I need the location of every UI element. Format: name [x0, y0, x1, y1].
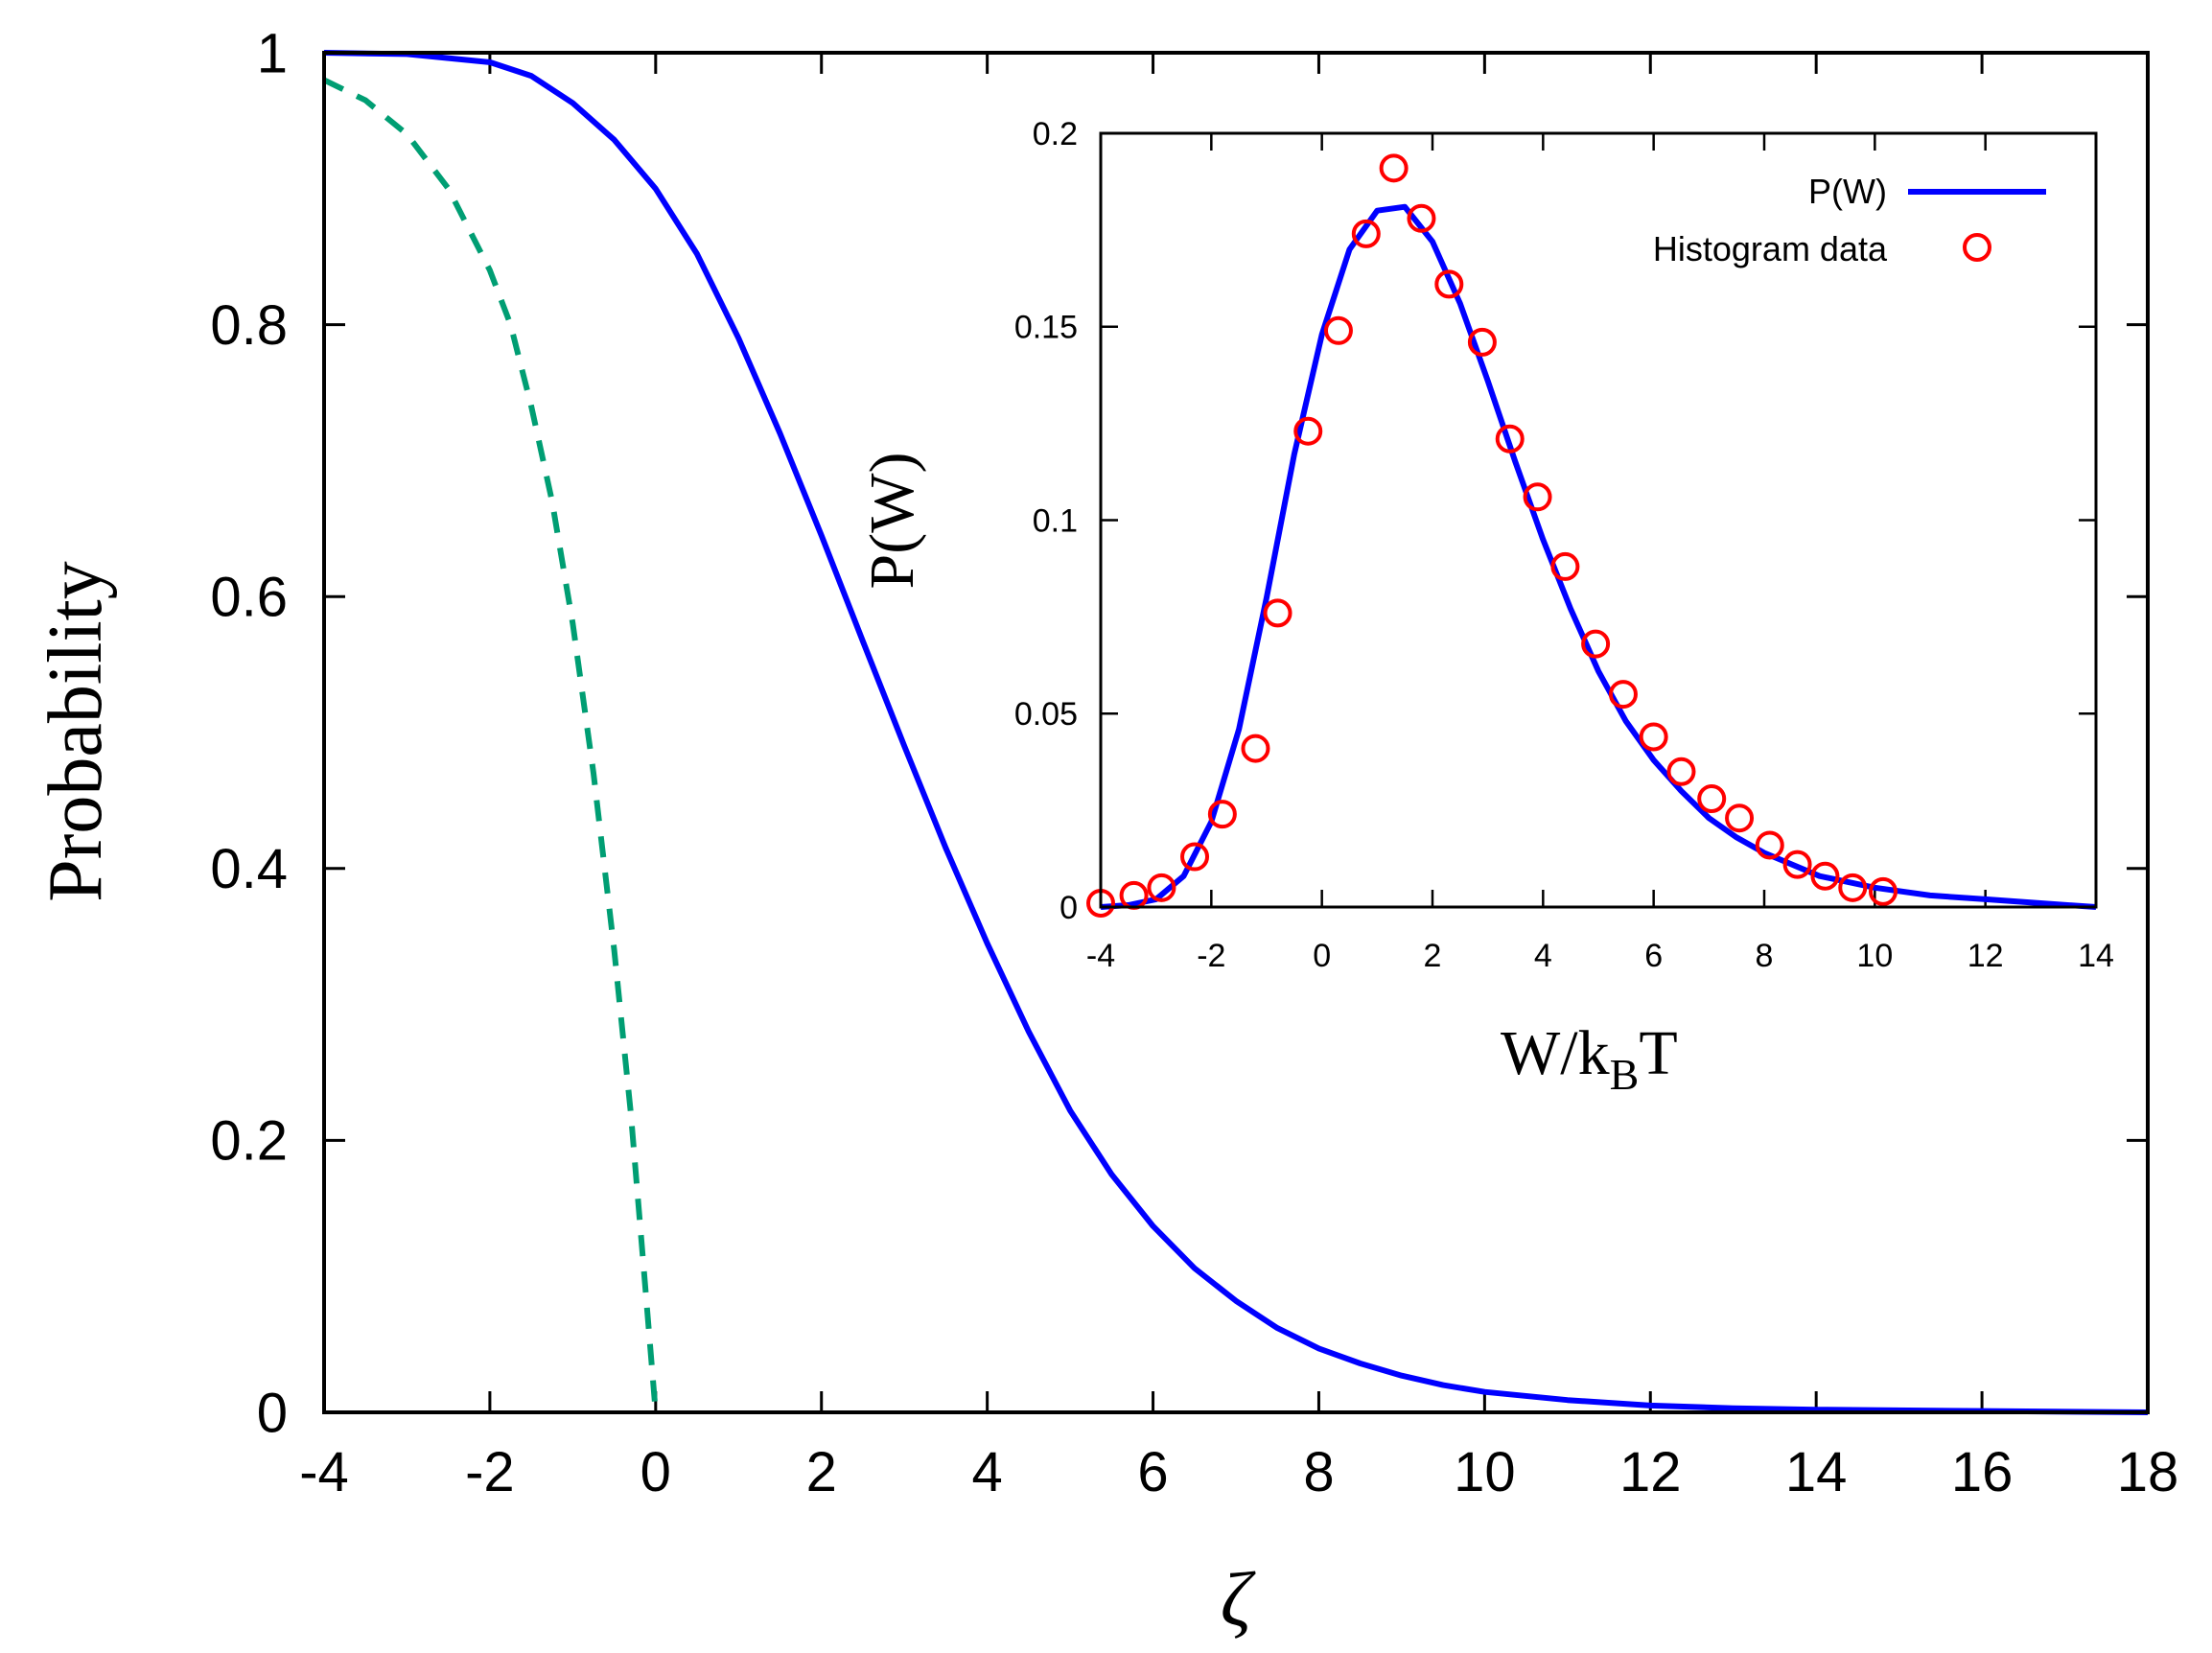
inset-x-tick-label: 12: [1968, 938, 2004, 974]
inset-x-tick-label: 2: [1424, 938, 1442, 974]
main-x-tick-label: 18: [2117, 1441, 2179, 1503]
inset-histogram-point: [1351, 219, 1381, 248]
inset-x-tick-label: -4: [1086, 938, 1115, 974]
inset-histogram-point: [1495, 424, 1525, 454]
inset-histogram-point: [1434, 269, 1464, 299]
inset-histogram-point: [1755, 830, 1784, 860]
inset-y-tick-label: 0: [1059, 890, 1078, 926]
inset-x-tick-labels: -4 -2 0 2 4 6 8 10 12 14: [1086, 938, 2114, 974]
inset-histogram-point: [1147, 873, 1176, 902]
inset-x-tick-label: 4: [1534, 938, 1552, 974]
main-plot-frame: [322, 51, 2150, 1414]
inset-histogram-point: [1782, 850, 1812, 879]
inset-chart: -4 -2 0 2 4 6 8 10 12 14 0 0.05 0.1 0.15 0.2 W/kBT P(…: [857, 116, 2114, 1099]
main-x-tick-label: -4: [299, 1441, 349, 1503]
main-x-tick-label: 14: [1785, 1441, 1848, 1503]
inset-series-solid-curve: [1100, 203, 2097, 910]
inset-x-axis-label: W/kBT: [1501, 1018, 1678, 1099]
inset-histogram-point: [1550, 551, 1580, 581]
inset-x-label-main: W/k: [1501, 1018, 1610, 1088]
inset-x-tick-label: 6: [1644, 938, 1663, 974]
legend-swatch-histogram: [1963, 233, 1991, 262]
inset-histogram-point: [1523, 482, 1552, 512]
inset-histogram-point: [1263, 598, 1292, 628]
main-x-tick-label: 4: [972, 1441, 1003, 1503]
inset-background: [1101, 133, 2096, 907]
inset-histogram-point: [1241, 733, 1270, 763]
main-series-dashed-curve: [322, 77, 659, 1413]
inset-histogram-point: [1608, 680, 1638, 710]
inset-y-tick-label: 0.2: [1033, 116, 1078, 152]
inset-legend: P(W) Histogram data: [1653, 172, 2046, 268]
legend-label-pw: P(W): [1808, 172, 1887, 211]
inset-plot-frame: [1099, 131, 2098, 909]
inset-histogram-point: [1725, 803, 1755, 833]
inset-histogram-point: [1180, 842, 1210, 872]
main-x-tick-label: 8: [1303, 1441, 1334, 1503]
main-y-tick-label: 0.2: [210, 1110, 288, 1173]
main-x-tick-label: 10: [1454, 1441, 1516, 1503]
inset-histogram-point: [1407, 203, 1436, 233]
inset-x-label-tail: T: [1639, 1018, 1677, 1088]
main-series-solid-curve: [323, 50, 2149, 1415]
inset-x-tick-label: 10: [1856, 938, 1893, 974]
inset-histogram-point: [1581, 629, 1611, 659]
main-x-tick-label: 2: [806, 1441, 837, 1503]
main-y-tick-label: 0: [257, 1382, 288, 1444]
inset-histogram-point: [1379, 153, 1409, 183]
main-chart: -4 -2 0 2 4 6 8 10 12 14 16 18 0 0.2 0.4 0.6 0.8 1 ζ Pro…: [34, 22, 2178, 1642]
legend-label-histogram: Histogram data: [1653, 229, 1888, 268]
main-x-tick-label: 6: [1137, 1441, 1168, 1503]
inset-histogram-point: [1666, 757, 1696, 786]
main-y-tick-label: 1: [257, 22, 288, 84]
inset-x-tick-label: 14: [2078, 938, 2114, 974]
inset-y-tick-label: 0.15: [1014, 310, 1078, 346]
main-x-tick-label: 12: [1619, 1441, 1682, 1503]
main-y-axis-label: Probability: [34, 561, 118, 902]
main-y-tick-labels: 0 0.2 0.4 0.6 0.8 1: [210, 22, 288, 1444]
inset-histogram-point: [1293, 416, 1323, 446]
inset-y-axis-label: P(W): [857, 453, 927, 590]
main-x-tick-label: 0: [640, 1441, 671, 1503]
main-y-tick-label: 0.4: [210, 838, 288, 900]
inset-y-tick-label: 0.1: [1033, 502, 1078, 539]
main-x-tick-labels: -4 -2 0 2 4 6 8 10 12 14 16 18: [299, 1441, 2178, 1503]
inset-histogram-point: [1838, 873, 1868, 902]
inset-x-label-sub: B: [1610, 1050, 1640, 1099]
inset-histogram-point: [1868, 876, 1898, 906]
inset-y-tick-labels: 0 0.05 0.1 0.15 0.2: [1014, 116, 1078, 926]
inset-x-tick-label: 8: [1756, 938, 1774, 974]
inset-x-tick-label: -2: [1197, 938, 1225, 974]
main-x-tick-label: -2: [465, 1441, 515, 1503]
inset-y-tick-label: 0.05: [1014, 696, 1078, 733]
inset-histogram-point: [1697, 784, 1727, 814]
inset-x-tick-label: 0: [1313, 938, 1331, 974]
main-y-tick-label: 0.6: [210, 567, 288, 629]
main-y-tick-label: 0.8: [210, 294, 288, 357]
inset-histogram-point: [1467, 327, 1497, 357]
inset-histogram-point: [1639, 722, 1668, 752]
inset-histogram-point: [1323, 315, 1353, 345]
inset-histogram-point: [1207, 800, 1237, 829]
inset-histogram-point: [1810, 861, 1840, 891]
main-x-axis-label: ζ: [1221, 1558, 1256, 1642]
main-series: [322, 50, 2149, 1415]
main-x-tick-label: 16: [1951, 1441, 2014, 1503]
